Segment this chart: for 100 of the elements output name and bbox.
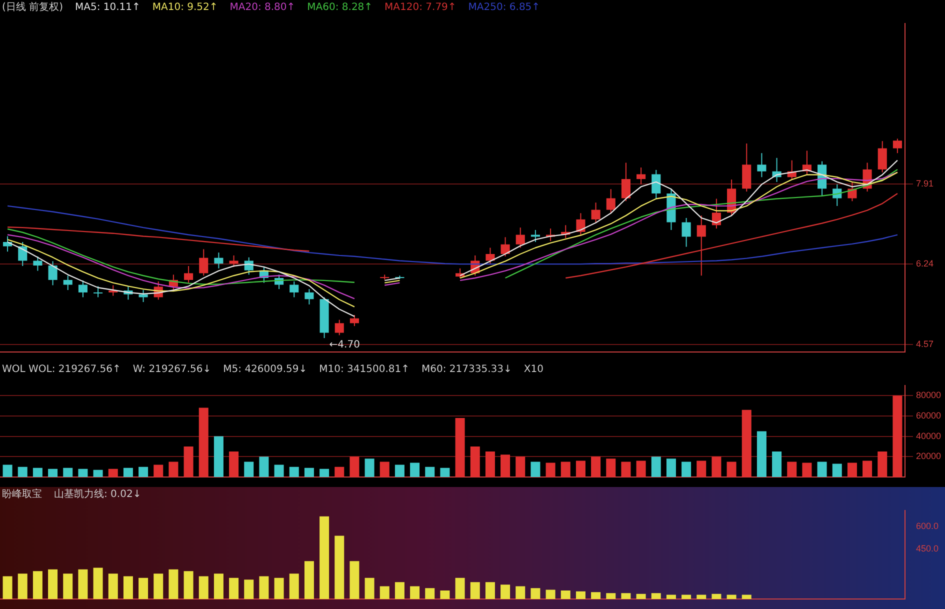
- bar: [304, 468, 314, 477]
- bar: [289, 466, 299, 477]
- chart-title: (日线 前复权): [2, 2, 63, 13]
- y-tick-label: 40000: [916, 430, 942, 441]
- bar: [32, 468, 42, 477]
- bar: [682, 462, 692, 477]
- bar: [832, 464, 842, 477]
- bar: [470, 446, 480, 477]
- text: WOL WOL: 219267.56↑: [2, 364, 121, 375]
- bar: [244, 462, 254, 477]
- candlestick: [199, 248, 208, 276]
- bar: [380, 462, 390, 477]
- y-tick-label: 450.0: [916, 544, 939, 554]
- y-tick-label: 6.24: [916, 258, 934, 269]
- bar: [2, 464, 12, 477]
- bar: [259, 456, 269, 477]
- candlestick: [214, 252, 224, 269]
- candlestick: [63, 275, 72, 291]
- annotation: ←4.70: [329, 340, 360, 351]
- bar: [168, 462, 178, 477]
- bar: [455, 418, 465, 477]
- candlestick: [33, 256, 42, 272]
- bar: [274, 464, 284, 477]
- bar: [636, 460, 646, 477]
- candlestick: [892, 138, 902, 154]
- bar: [440, 468, 450, 477]
- bar: [364, 458, 374, 477]
- candlestick: [757, 152, 766, 178]
- bar: [530, 462, 540, 477]
- bar: [712, 456, 722, 477]
- candlestick: [500, 236, 510, 257]
- candlestick: [334, 319, 344, 336]
- bar: [621, 462, 631, 477]
- bar: [123, 468, 133, 477]
- text: MA10: 9.52↑: [152, 2, 218, 13]
- bar: [560, 462, 570, 477]
- text: M10: 341500.81↑: [319, 364, 410, 375]
- candlestick: [184, 266, 194, 284]
- text: MA250: 6.85↑: [468, 2, 540, 13]
- bar: [862, 460, 872, 477]
- bar: [320, 468, 330, 477]
- text: MA60: 8.28↑: [307, 2, 373, 13]
- bar: [410, 462, 420, 477]
- bar: [18, 466, 28, 477]
- candlestick: [486, 247, 495, 264]
- bar: [154, 464, 164, 477]
- bar: [787, 462, 797, 477]
- y-tick-label: 20000: [916, 451, 942, 462]
- bar: [742, 410, 752, 477]
- bar: [394, 464, 404, 477]
- bar: [138, 466, 148, 477]
- bar: [198, 408, 208, 477]
- candlestick: [108, 284, 118, 296]
- bar: [516, 456, 526, 477]
- text: 山基凯力线: 0.02↓: [54, 489, 142, 500]
- bar: [63, 468, 73, 477]
- bar: [772, 452, 782, 477]
- bar: [726, 462, 736, 477]
- candlestick: [696, 215, 706, 276]
- bar: [108, 468, 118, 477]
- text: MA5: 10.11↑: [74, 2, 140, 13]
- bar: [350, 456, 360, 477]
- y-tick-label: 600.0: [916, 520, 939, 531]
- candlestick: [591, 202, 600, 224]
- candlestick: [636, 167, 646, 185]
- bar: [214, 436, 224, 477]
- bar: [576, 460, 586, 477]
- y-tick-label: 7.91: [916, 178, 934, 188]
- candlestick: [878, 140, 887, 173]
- candlestick: [290, 280, 299, 298]
- bar: [666, 458, 676, 477]
- candlestick: [304, 288, 314, 305]
- bar: [892, 396, 902, 477]
- bar: [546, 462, 556, 477]
- candlestick: [350, 314, 359, 327]
- candlestick: [229, 254, 238, 268]
- candlestick: [606, 188, 616, 214]
- candlestick: [576, 212, 586, 236]
- bar: [817, 462, 827, 477]
- candlestick: [94, 286, 103, 298]
- text: M60: 217335.33↓: [422, 364, 512, 375]
- text: M5: 426009.59↓: [223, 364, 308, 375]
- bar: [485, 452, 495, 477]
- bar: [606, 458, 616, 477]
- bar: [229, 452, 239, 477]
- candlestick: [832, 184, 842, 206]
- bar: [334, 466, 344, 477]
- candlestick: [78, 280, 88, 298]
- bar: [756, 431, 766, 477]
- text: X10: [524, 364, 544, 375]
- candlestick: [652, 169, 661, 200]
- y-tick-label: 60000: [916, 410, 942, 420]
- bar: [425, 466, 435, 477]
- bar: [48, 468, 58, 477]
- bar: [93, 470, 103, 477]
- bar: [500, 454, 510, 477]
- text: MA20: 8.80↑: [230, 2, 296, 13]
- bar: [591, 456, 601, 477]
- candlestick: [682, 217, 691, 248]
- bar: [696, 460, 706, 477]
